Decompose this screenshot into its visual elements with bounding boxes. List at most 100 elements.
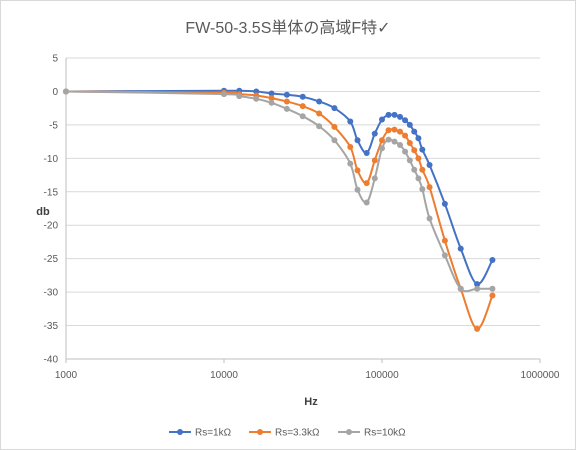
data-point [419, 166, 426, 173]
data-point [489, 285, 496, 292]
data-point [474, 281, 481, 288]
data-point [411, 128, 418, 135]
series-1 [63, 87, 496, 288]
axes: 5 0 -5 -10 -15 -20 -25 -30 -35 -40 1000 10000 100000… [44, 54, 560, 382]
data-point [402, 117, 409, 124]
data-point [457, 285, 464, 292]
data-point [331, 137, 338, 144]
series-3 [63, 88, 496, 293]
data-point [441, 252, 448, 259]
data-point [441, 200, 448, 207]
data-point [316, 110, 323, 117]
data-point [391, 111, 398, 118]
data-point [316, 123, 323, 130]
data-point [385, 136, 392, 143]
data-point [419, 186, 426, 193]
data-point [391, 126, 398, 133]
data-point [489, 292, 496, 299]
data-point [474, 285, 481, 292]
legend-marker [257, 429, 263, 435]
data-point [283, 91, 290, 98]
data-point [385, 111, 392, 118]
data-point [411, 147, 418, 154]
data-point [379, 116, 385, 123]
data-point [363, 180, 370, 187]
data-point [457, 245, 464, 252]
plot-area [63, 87, 496, 332]
data-point [299, 93, 306, 100]
data-point [331, 123, 338, 130]
data-point [402, 132, 409, 139]
y-tick-label: 0 [52, 87, 58, 98]
y-axis-label: db [36, 206, 50, 218]
data-point [397, 141, 404, 148]
data-point [253, 95, 260, 102]
legend-item: Rs=1kΩ [169, 428, 232, 439]
series-line [65, 90, 494, 330]
y-tick-label: -40 [44, 355, 59, 366]
data-point [299, 113, 306, 120]
data-point [474, 325, 481, 332]
data-point [283, 105, 290, 112]
data-point [354, 137, 361, 144]
data-point [371, 157, 378, 164]
data-point [268, 95, 275, 102]
data-point [236, 93, 243, 100]
data-point [415, 155, 422, 162]
data-point [406, 121, 413, 128]
chart-title: FW-50-3.5S単体の高域F特✓ [185, 19, 390, 37]
data-point [426, 215, 433, 222]
y-tick-label: -35 [44, 321, 59, 332]
data-point [363, 199, 370, 206]
y-tick-label: -25 [44, 254, 59, 265]
data-point [489, 257, 496, 264]
y-tick-label: -30 [44, 288, 59, 299]
data-point [385, 127, 392, 134]
data-point [268, 90, 275, 97]
data-point [397, 128, 404, 135]
data-point [299, 103, 306, 110]
data-point [268, 99, 275, 106]
data-point [379, 137, 385, 144]
legend-label: Rs=10kΩ [364, 428, 406, 439]
data-point [426, 162, 433, 169]
data-point [391, 138, 398, 145]
data-point [354, 186, 361, 193]
x-tick-label: 1000000 [521, 370, 560, 381]
legend-marker [346, 429, 352, 435]
data-point [354, 167, 361, 174]
y-tick-label: -20 [44, 221, 59, 232]
data-point [316, 98, 323, 105]
data-point [347, 143, 354, 150]
legend: Rs=1kΩ Rs=3.3kΩ Rs=10kΩ [169, 428, 406, 439]
data-point [426, 184, 433, 191]
legend-item: Rs=3.3kΩ [249, 428, 320, 439]
data-point [406, 139, 413, 146]
data-point [347, 118, 354, 125]
x-tick-label: 100000 [365, 370, 399, 381]
data-point [402, 148, 409, 155]
legend-label: Rs=1kΩ [195, 428, 232, 439]
data-point [371, 130, 378, 137]
y-tick-label: 5 [52, 54, 58, 65]
data-point [363, 149, 370, 156]
data-point [283, 98, 290, 105]
x-tick-label: 10000 [210, 370, 238, 381]
x-axis-label: Hz [304, 396, 318, 408]
y-tick-label: -15 [44, 187, 59, 198]
data-point [221, 91, 227, 98]
data-point [406, 157, 413, 164]
y-tick-label: -10 [44, 154, 59, 165]
data-point [371, 175, 378, 182]
data-point [397, 113, 404, 120]
data-point [379, 145, 385, 152]
legend-item: Rs=10kΩ [338, 428, 406, 439]
data-point [441, 237, 448, 244]
data-point [63, 88, 69, 95]
legend-label: Rs=3.3kΩ [275, 428, 320, 439]
data-point [347, 160, 354, 167]
data-point [411, 166, 418, 173]
x-tick-label: 1000 [55, 370, 78, 381]
